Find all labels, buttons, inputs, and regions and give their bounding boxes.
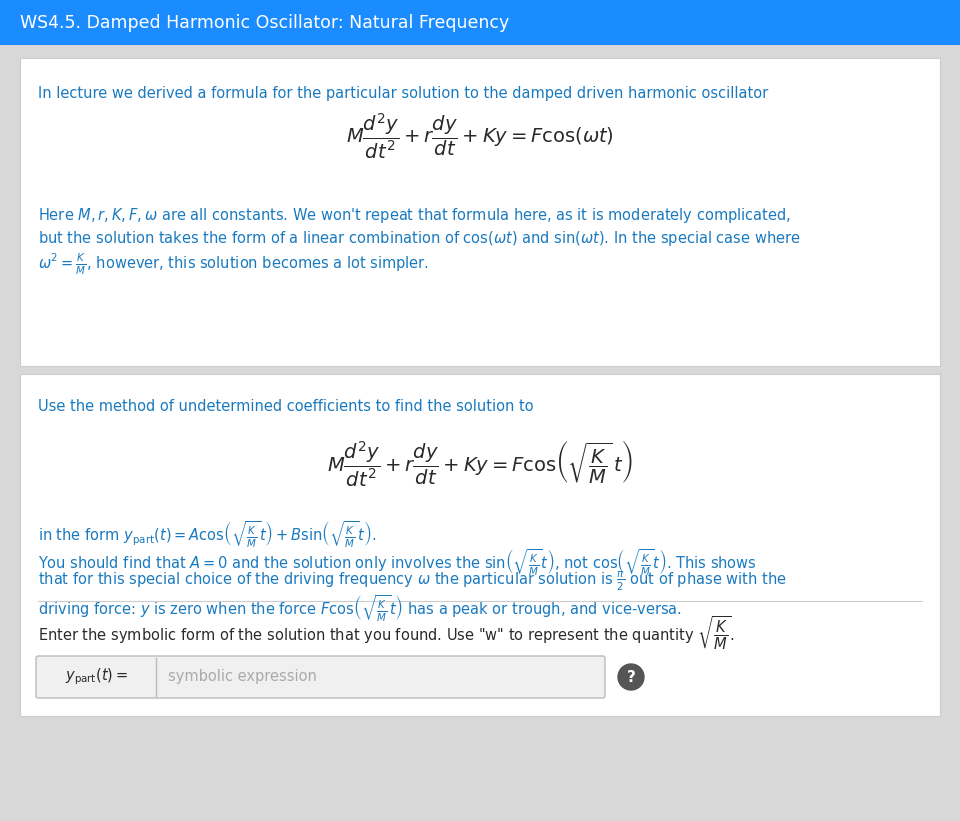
Text: Here $M, r, K, F, \omega$ are all constants. We won't repeat that formula here, : Here $M, r, K, F, \omega$ are all consta…: [38, 206, 791, 225]
Text: ?: ?: [627, 669, 636, 685]
Text: You should find that $A = 0$ and the solution only involves the $\sin\!\left(\sq: You should find that $A = 0$ and the sol…: [38, 547, 756, 578]
Text: in the form $y_\mathrm{part}(t) = A\cos\!\left(\sqrt{\frac{K}{M}}t\right) + B\si: in the form $y_\mathrm{part}(t) = A\cos\…: [38, 519, 376, 550]
Bar: [20, 374, 940, 716]
Text: Enter the symbolic form of the solution that you found. Use "w" to represent the: Enter the symbolic form of the solution …: [38, 615, 735, 652]
Text: that for this special choice of the driving frequency $\omega$ the particular so: that for this special choice of the driv…: [38, 570, 786, 594]
Text: $M\dfrac{d^2y}{dt^2} + r\dfrac{dy}{dt} + Ky = F\cos(\omega t)$: $M\dfrac{d^2y}{dt^2} + r\dfrac{dy}{dt} +…: [346, 112, 614, 161]
Text: WS4.5. Damped Harmonic Oscillator: Natural Frequency: WS4.5. Damped Harmonic Oscillator: Natur…: [20, 13, 509, 31]
Bar: [20, 58, 940, 366]
Bar: [0, 0, 960, 45]
Text: $y_\mathrm{part}(t) =$: $y_\mathrm{part}(t) =$: [65, 667, 129, 687]
Circle shape: [618, 664, 644, 690]
Text: $\omega^2 = \frac{K}{M}$, however, this solution becomes a lot simpler.: $\omega^2 = \frac{K}{M}$, however, this …: [38, 252, 429, 277]
Text: $M\dfrac{d^2y}{dt^2} + r\dfrac{dy}{dt} + Ky = F\cos\!\left(\sqrt{\dfrac{K}{M}}\,: $M\dfrac{d^2y}{dt^2} + r\dfrac{dy}{dt} +…: [327, 438, 633, 489]
FancyBboxPatch shape: [36, 656, 605, 698]
Text: symbolic expression: symbolic expression: [168, 669, 317, 685]
Text: but the solution takes the form of a linear combination of $\cos(\omega t)$ and : but the solution takes the form of a lin…: [38, 229, 801, 248]
Text: Use the method of undetermined coefficients to find the solution to: Use the method of undetermined coefficie…: [38, 399, 534, 414]
Text: In lecture we derived a formula for the particular solution to the damped driven: In lecture we derived a formula for the …: [38, 86, 768, 101]
Text: driving force: $y$ is zero when the force $F\cos\!\left(\sqrt{\frac{K}{M}}t\righ: driving force: $y$ is zero when the forc…: [38, 593, 682, 624]
